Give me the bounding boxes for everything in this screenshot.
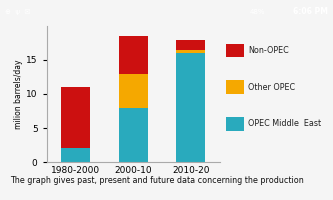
Text: The graph gives past, present and future data concerning the production: The graph gives past, present and future… [10,176,304,185]
Text: OPEC Middle  East: OPEC Middle East [248,119,321,128]
Bar [176,40,205,50]
Bar [61,87,90,148]
FancyBboxPatch shape [226,44,244,57]
Bar [119,74,148,108]
Bar [61,148,90,162]
FancyBboxPatch shape [226,80,244,94]
Text: 48%: 48% [250,9,265,15]
Y-axis label: milion barrels/day: milion barrels/day [14,59,23,129]
Text: Other OPEC: Other OPEC [248,83,295,92]
FancyBboxPatch shape [226,117,244,131]
Bar [176,50,205,53]
Bar [119,108,148,162]
Bar [119,36,148,74]
Text: 6:06 PM: 6:06 PM [293,7,328,17]
Bar [176,53,205,162]
Text: ⊕  ψ  ✉: ⊕ ψ ✉ [5,9,30,15]
Text: Non-OPEC: Non-OPEC [248,46,289,55]
